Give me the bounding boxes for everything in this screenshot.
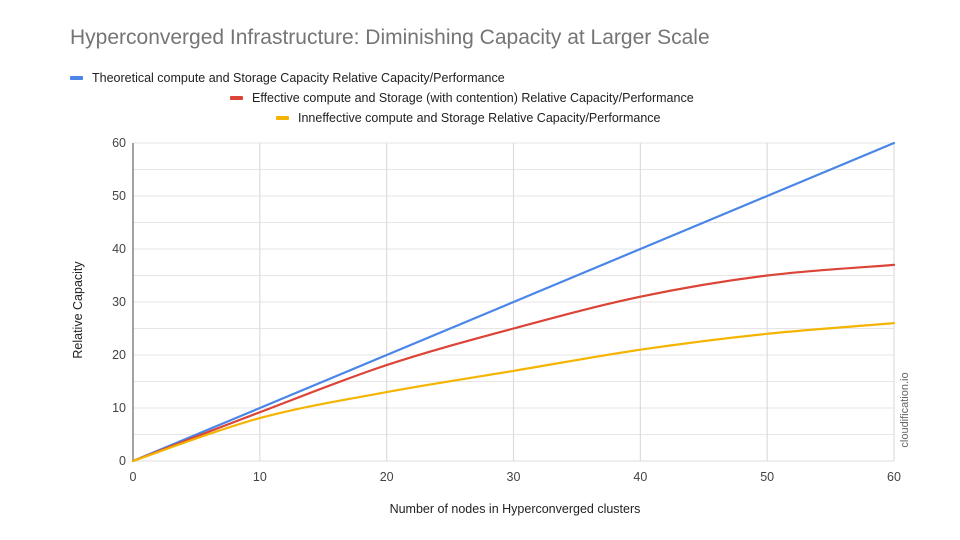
y-tick-label: 40 bbox=[112, 242, 126, 256]
legend-label-theoretical: Theoretical compute and Storage Capacity… bbox=[92, 71, 505, 85]
x-tick-label: 60 bbox=[887, 470, 901, 484]
legend-swatch-ineffective bbox=[276, 116, 289, 120]
x-tick-label: 10 bbox=[253, 470, 267, 484]
axes bbox=[132, 143, 894, 462]
legend-label-effective: Effective compute and Storage (with cont… bbox=[252, 91, 694, 105]
series-lines bbox=[131, 141, 896, 463]
y-tick-label: 50 bbox=[112, 189, 126, 203]
x-tick-label: 0 bbox=[130, 470, 137, 484]
x-axis-title: Number of nodes in Hyperconverged cluste… bbox=[390, 502, 641, 516]
legend-item-theoretical[interactable]: Theoretical compute and Storage Capacity… bbox=[70, 71, 505, 85]
series-line-ineffective bbox=[131, 322, 896, 463]
chart-title: Hyperconverged Infrastructure: Diminishi… bbox=[70, 26, 710, 49]
legend-swatch-theoretical bbox=[70, 76, 83, 80]
watermark: cloudification.io bbox=[899, 372, 911, 447]
x-tick-label: 30 bbox=[507, 470, 521, 484]
x-tick-label: 50 bbox=[760, 470, 774, 484]
legend-item-effective[interactable]: Effective compute and Storage (with cont… bbox=[230, 91, 694, 105]
y-tick-label: 60 bbox=[112, 136, 126, 150]
series-line-effective bbox=[131, 263, 896, 463]
x-tick-label: 40 bbox=[633, 470, 647, 484]
y-tick-label: 30 bbox=[112, 295, 126, 309]
legend-label-ineffective: Inneffective compute and Storage Relativ… bbox=[298, 111, 661, 125]
tick-labels: 0 10 20 30 40 50 60 0 10 20 30 40 50 60 bbox=[112, 136, 901, 484]
y-tick-label: 0 bbox=[119, 454, 126, 468]
legend-item-ineffective[interactable]: Inneffective compute and Storage Relativ… bbox=[276, 111, 660, 125]
legend-swatch-effective bbox=[230, 96, 243, 100]
y-tick-label: 20 bbox=[112, 348, 126, 362]
x-tick-label: 20 bbox=[380, 470, 394, 484]
y-axis-title: Relative Capacity bbox=[71, 261, 85, 359]
series-line-theoretical bbox=[131, 141, 896, 463]
y-tick-label: 10 bbox=[112, 401, 126, 415]
